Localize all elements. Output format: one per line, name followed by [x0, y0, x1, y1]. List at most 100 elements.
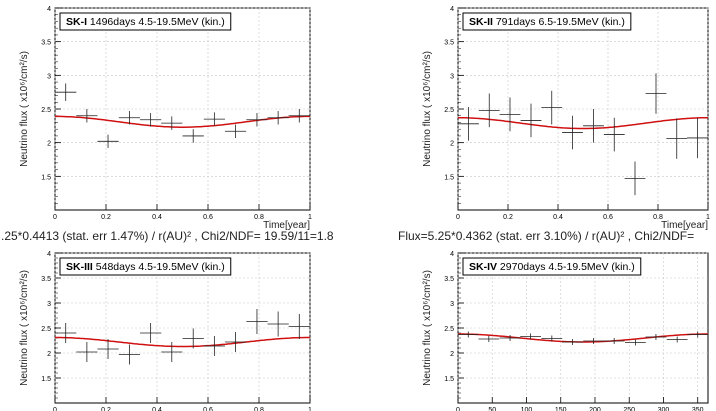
data-point — [118, 344, 141, 365]
dataset-label-box — [462, 257, 642, 276]
y-tick-label: 3 — [47, 301, 51, 308]
data-point — [76, 109, 98, 123]
data-point — [182, 129, 204, 143]
dataset-label-box — [59, 257, 232, 276]
data-point — [478, 336, 500, 342]
dataset-label-detail: 791days 6.5-19.5MeV (kin.) — [493, 16, 625, 28]
x-tick-label: 1 — [706, 214, 710, 221]
data-point — [182, 328, 204, 349]
data-point — [458, 106, 479, 141]
data-point — [161, 116, 183, 130]
x-tick-label: 0 — [53, 407, 57, 411]
y-tick-label: 3.5 — [41, 276, 51, 283]
y-tick-label: 4 — [450, 6, 454, 13]
x-tick-label: 0.4 — [152, 214, 162, 221]
dataset-label-detail: 548days 4.5-19.5MeV (kin.) — [93, 261, 225, 273]
data-point — [246, 113, 268, 127]
y-tick-label: 1.5 — [41, 174, 51, 181]
fit-result-left: .25*0.4413 (stat. err 1.47%) / r(AU)² , … — [1, 229, 334, 243]
x-tick-label: 150 — [555, 407, 567, 411]
data-point — [583, 109, 604, 143]
data-point — [55, 83, 77, 101]
y-tick-label: 3 — [450, 73, 454, 80]
x-tick-label: 0.2 — [101, 407, 111, 411]
y-tick-label: 3 — [450, 301, 454, 308]
y-tick-label: 2 — [450, 141, 454, 148]
dataset-label: SK-III 548days 4.5-19.5MeV (kin.) — [66, 261, 225, 273]
x-tick-label: 0.6 — [203, 214, 213, 221]
data-point — [478, 93, 500, 128]
x-tick-label: 0.6 — [603, 214, 613, 221]
y-axis-label: Neutrino flux ( x10⁶/cm²/s) — [19, 270, 30, 386]
x-tick-label: 1 — [308, 214, 312, 221]
data-point — [603, 117, 625, 152]
y-tick-label: 4 — [47, 251, 51, 258]
x-tick-label: 0.2 — [503, 214, 513, 221]
data-point — [224, 332, 247, 352]
fit-curve — [55, 115, 310, 128]
x-tick-label: 100 — [521, 407, 533, 411]
y-axis-label: Neutrino flux ( x10⁶/cm²/s) — [422, 51, 433, 167]
data-point — [55, 323, 77, 343]
y-tick-label: 2 — [47, 351, 51, 358]
y-tick-label: 4 — [450, 251, 454, 258]
x-tick-label: 0.4 — [553, 214, 563, 221]
fit-curve — [458, 333, 708, 343]
dataset-label: SK-I 1496days 4.5-19.5MeV (kin.) — [66, 16, 225, 28]
data-point — [541, 335, 563, 342]
data-point — [666, 118, 688, 159]
dataset-label: SK-IV 2970days 4.5-19.5MeV (kin.) — [469, 261, 635, 273]
data-point — [246, 309, 268, 334]
data-point — [97, 339, 119, 359]
data-point — [645, 73, 667, 114]
y-tick-label: 2 — [47, 141, 51, 148]
y-tick-label: 1.5 — [41, 376, 51, 383]
data-point — [687, 331, 709, 338]
y-tick-label: 3.5 — [444, 276, 454, 283]
dataset-label-bold: SK-III — [66, 261, 93, 273]
y-tick-label: 3.5 — [41, 40, 51, 47]
x-tick-label: 1 — [308, 407, 312, 411]
data-point — [224, 124, 247, 138]
dataset-label-box — [462, 12, 632, 31]
data-point — [118, 111, 141, 125]
data-point — [645, 334, 667, 340]
chart-panel-sk-iv: 1.522.533.54050100150200250300350DayNeut… — [422, 251, 709, 411]
y-tick-label: 2 — [450, 351, 454, 358]
data-point — [520, 333, 542, 340]
data-point — [520, 103, 542, 138]
data-point — [161, 342, 183, 362]
x-tick-label: 50 — [488, 407, 496, 411]
y-tick-label: 2.5 — [41, 107, 51, 114]
dataset-label-bold: SK-II — [469, 16, 493, 28]
dataset-label: SK-II 791days 6.5-19.5MeV (kin.) — [469, 16, 625, 28]
data-point — [583, 338, 605, 344]
x-tick-label: 0 — [456, 407, 460, 411]
y-tick-label: 3 — [47, 73, 51, 80]
x-tick-label: 300 — [658, 407, 670, 411]
data-point — [267, 311, 289, 337]
y-tick-label: 2.5 — [41, 326, 51, 333]
y-tick-label: 3.5 — [444, 40, 454, 47]
data-point — [203, 112, 225, 126]
data-point — [97, 134, 119, 149]
data-point — [76, 342, 98, 362]
x-tick-label: 0.8 — [254, 407, 264, 411]
data-point — [140, 323, 162, 343]
y-tick-label: 2.5 — [444, 326, 454, 333]
data-point — [562, 115, 583, 150]
x-tick-label: 0.8 — [653, 214, 663, 221]
data-point — [457, 331, 479, 338]
x-axis-label: Time[year] — [263, 220, 310, 231]
fit-result-right: Flux=5.25*0.4362 (stat. err 3.10%) / r(A… — [398, 229, 694, 243]
y-tick-label: 4 — [47, 6, 51, 13]
chart-panel-sk-iii: 1.522.533.5400.20.40.60.81Time[year]Neut… — [19, 251, 312, 411]
dataset-label-bold: SK-I — [66, 16, 87, 28]
x-tick-label: 200 — [589, 407, 601, 411]
dataset-label-detail: 1496days 4.5-19.5MeV (kin.) — [87, 16, 225, 28]
fit-curve — [55, 336, 310, 348]
x-tick-label: 0 — [456, 214, 460, 221]
data-point — [499, 335, 521, 341]
